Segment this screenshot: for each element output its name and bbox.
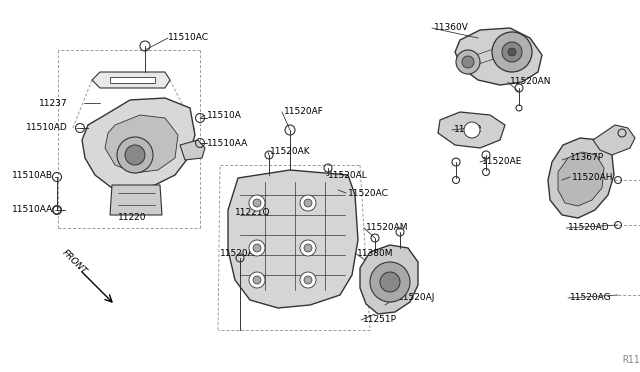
- Text: 11367P: 11367P: [570, 154, 604, 163]
- Circle shape: [125, 145, 145, 165]
- Polygon shape: [558, 152, 604, 206]
- Polygon shape: [593, 125, 635, 155]
- Circle shape: [253, 244, 261, 252]
- Circle shape: [253, 276, 261, 284]
- Circle shape: [304, 276, 312, 284]
- Circle shape: [304, 199, 312, 207]
- Circle shape: [300, 240, 316, 256]
- Polygon shape: [228, 170, 358, 308]
- Circle shape: [249, 240, 265, 256]
- Text: 11520AD: 11520AD: [568, 224, 610, 232]
- Polygon shape: [92, 72, 170, 88]
- Text: 11510AC: 11510AC: [168, 33, 209, 42]
- Text: 11332: 11332: [454, 125, 483, 135]
- Text: 11520AF: 11520AF: [284, 108, 324, 116]
- Circle shape: [117, 137, 153, 173]
- Text: 11520AH: 11520AH: [572, 173, 614, 182]
- Polygon shape: [105, 115, 178, 173]
- Text: 11220: 11220: [118, 214, 147, 222]
- Text: 11510AD: 11510AD: [26, 124, 68, 132]
- Text: 11520AM: 11520AM: [366, 224, 408, 232]
- Circle shape: [508, 48, 516, 56]
- Circle shape: [370, 262, 410, 302]
- Text: 11510AB: 11510AB: [12, 171, 53, 180]
- Polygon shape: [455, 28, 542, 85]
- Text: 11510AA: 11510AA: [12, 205, 53, 215]
- Circle shape: [380, 272, 400, 292]
- Text: 11380M: 11380M: [357, 248, 394, 257]
- Text: 11520AC: 11520AC: [348, 189, 389, 198]
- Polygon shape: [438, 112, 505, 148]
- Text: 11237: 11237: [40, 99, 68, 108]
- Circle shape: [502, 42, 522, 62]
- Text: 11520AF: 11520AF: [220, 248, 260, 257]
- Circle shape: [300, 272, 316, 288]
- Text: 11520AJ: 11520AJ: [398, 294, 435, 302]
- Circle shape: [464, 122, 480, 138]
- Circle shape: [300, 195, 316, 211]
- Polygon shape: [180, 140, 205, 160]
- Text: R112002W: R112002W: [622, 355, 640, 365]
- Text: 11510A: 11510A: [207, 110, 242, 119]
- Circle shape: [304, 244, 312, 252]
- Circle shape: [462, 56, 474, 68]
- Text: 11520AG: 11520AG: [570, 294, 612, 302]
- Text: 11360V: 11360V: [434, 23, 469, 32]
- Text: 11251P: 11251P: [363, 315, 397, 324]
- Polygon shape: [548, 138, 614, 218]
- Circle shape: [492, 32, 532, 72]
- Text: 11520AK: 11520AK: [270, 148, 310, 157]
- Text: 11520AN: 11520AN: [510, 77, 552, 87]
- Polygon shape: [110, 185, 162, 215]
- Text: 11520AL: 11520AL: [328, 170, 368, 180]
- Circle shape: [249, 195, 265, 211]
- Polygon shape: [110, 77, 155, 83]
- Text: FRONT: FRONT: [60, 248, 88, 276]
- Polygon shape: [360, 245, 418, 314]
- Circle shape: [249, 272, 265, 288]
- Text: 11520AE: 11520AE: [482, 157, 522, 167]
- Polygon shape: [82, 98, 195, 190]
- Circle shape: [456, 50, 480, 74]
- Text: 11510AA: 11510AA: [207, 138, 248, 148]
- Text: 11221Q: 11221Q: [235, 208, 271, 217]
- Circle shape: [253, 199, 261, 207]
